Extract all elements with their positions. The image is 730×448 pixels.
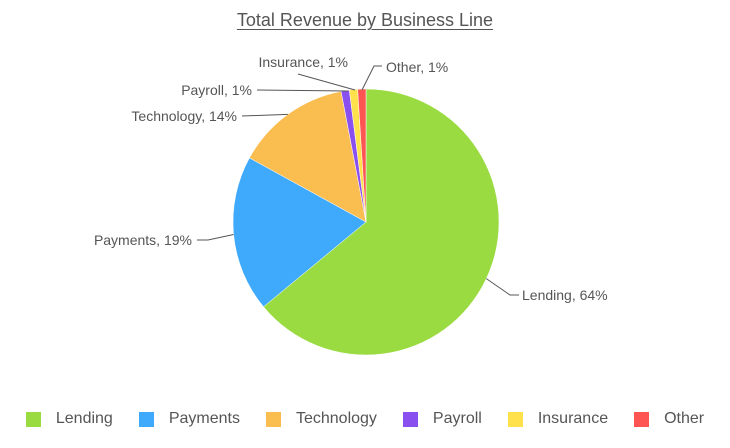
data-label-other: Other, 1% bbox=[386, 59, 448, 75]
legend-item-technology[interactable]: Technology bbox=[265, 410, 377, 428]
leader-line bbox=[297, 73, 356, 91]
legend-label: Payments bbox=[168, 410, 240, 427]
legend-label: Lending bbox=[55, 410, 113, 427]
pie-chart: Lending, 64% Payments, 19% Technology, 14%… bbox=[94, 54, 608, 356]
legend-label: Other bbox=[664, 410, 705, 427]
leader-line bbox=[197, 234, 234, 241]
data-label-insurance: Insurance, 1% bbox=[259, 54, 349, 70]
pie-slice-technology[interactable] bbox=[249, 91, 367, 223]
leader-line bbox=[256, 89, 349, 92]
data-label-payments: Payments, 19% bbox=[94, 232, 192, 248]
leader-line bbox=[241, 113, 288, 117]
pie-slice-payments[interactable] bbox=[232, 157, 367, 308]
slice-labels: Lending, 64% Payments, 19% Technology, 14%… bbox=[94, 54, 608, 303]
legend-item-other[interactable]: Other bbox=[634, 410, 704, 428]
legend-label: Insurance bbox=[537, 410, 609, 427]
chart-title: Total Revenue by Business Line bbox=[236, 10, 494, 30]
legend-swatch-icon bbox=[402, 411, 418, 427]
legend-label: Payroll bbox=[432, 410, 482, 427]
legend-item-payments[interactable]: Payments bbox=[138, 410, 240, 428]
legend-label: Technology bbox=[295, 410, 377, 427]
legend-swatch-icon bbox=[634, 411, 650, 427]
legend-item-payroll[interactable]: Payroll bbox=[402, 410, 482, 428]
pie-slices bbox=[232, 88, 500, 356]
legend-swatch-icon bbox=[507, 411, 523, 427]
legend-item-lending[interactable]: Lending bbox=[25, 410, 113, 428]
data-label-payroll: Payroll, 1% bbox=[181, 82, 252, 98]
legend-item-insurance[interactable]: Insurance bbox=[507, 410, 609, 428]
data-label-technology: Technology, 14% bbox=[131, 108, 237, 124]
legend-swatch-icon bbox=[265, 411, 281, 427]
chart-legend: Lending Payments Technology Payroll Insuranc… bbox=[0, 410, 730, 428]
data-label-lending: Lending, 64% bbox=[522, 287, 608, 303]
leader-line bbox=[361, 65, 382, 91]
legend-swatch-icon bbox=[25, 411, 41, 427]
legend-swatch-icon bbox=[138, 411, 154, 427]
pie-slice-other[interactable] bbox=[357, 88, 367, 223]
leader-line bbox=[486, 278, 519, 296]
